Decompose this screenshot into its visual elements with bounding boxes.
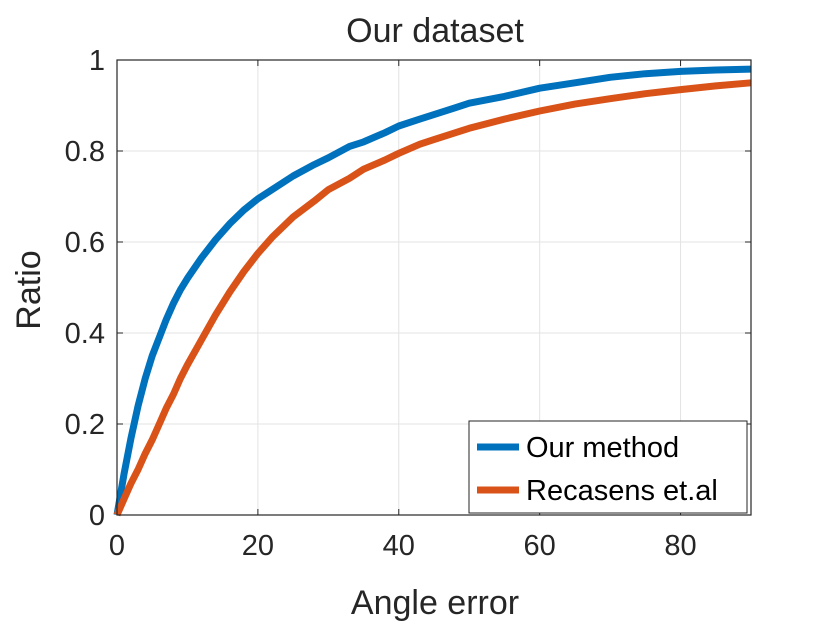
- series-lines: [113, 65, 752, 517]
- legend-box: [468, 420, 748, 514]
- y-tick-label: 0: [89, 500, 105, 532]
- legend: Our method Recasens et.al: [468, 420, 748, 514]
- y-ticks: 0 0.2 0.4 0.6 0.8 1: [65, 45, 751, 532]
- y-tick-label: 1: [89, 45, 105, 77]
- x-tick-label: 80: [664, 530, 696, 562]
- y-axis-label: Ratio: [10, 250, 48, 329]
- y-tick-label: 0.4: [65, 318, 105, 350]
- grid: [117, 60, 751, 515]
- x-axis-label: Angle error: [351, 584, 519, 622]
- legend-label-2: Recasens et.al: [526, 475, 718, 507]
- y-tick-label: 0.6: [65, 227, 105, 259]
- series-line-2: [113, 79, 752, 517]
- x-tick-label: 40: [383, 530, 415, 562]
- series-line-1: [113, 65, 752, 516]
- y-tick-label: 0.2: [65, 409, 105, 441]
- legend-label-1: Our method: [526, 432, 679, 464]
- x-tick-label: 60: [524, 530, 556, 562]
- x-tick-label: 0: [109, 530, 125, 562]
- x-tick-label: 20: [242, 530, 274, 562]
- y-tick-label: 0.8: [65, 136, 105, 168]
- plot-frame: [116, 59, 752, 516]
- chart-title: Our dataset: [346, 12, 524, 50]
- x-ticks: 0 20 40 60 80: [109, 60, 697, 562]
